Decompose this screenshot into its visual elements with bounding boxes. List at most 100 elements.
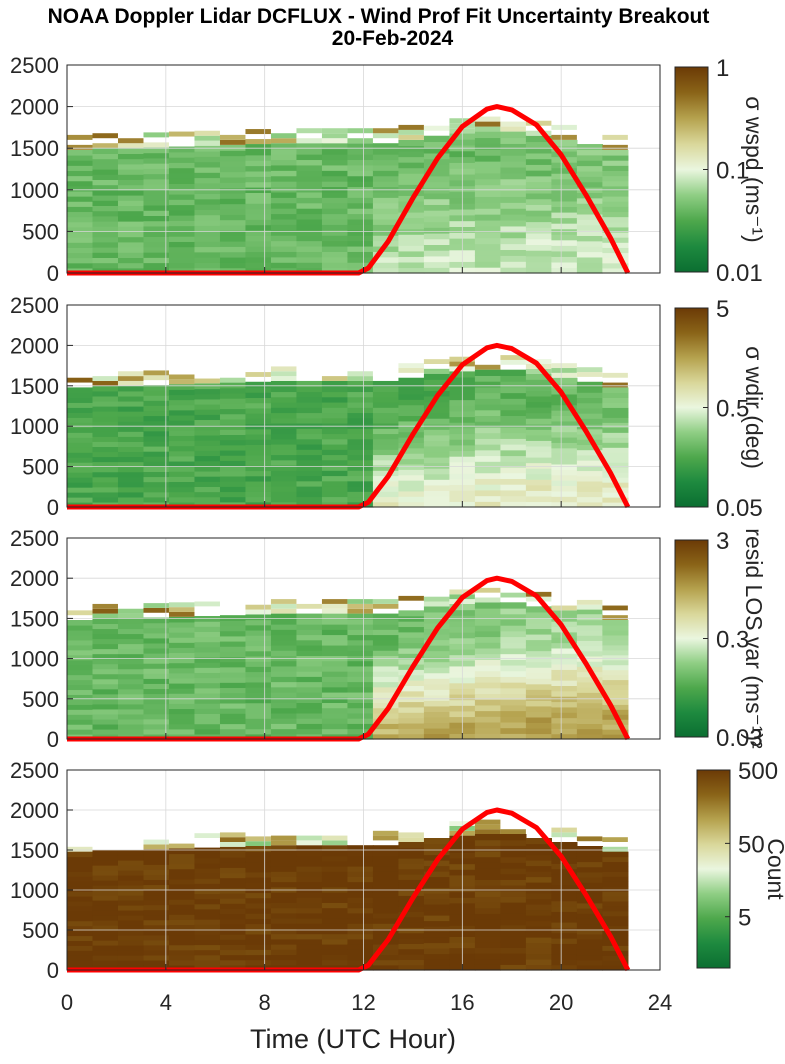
heatmap-cell	[143, 894, 170, 901]
heatmap-cell	[525, 931, 552, 938]
heatmap-cell	[117, 890, 145, 896]
heatmap-cell	[551, 868, 578, 875]
heatmap-cell	[92, 195, 119, 201]
heatmap-cell	[423, 423, 451, 430]
heatmap-cell	[270, 881, 298, 888]
heatmap-cell	[576, 154, 603, 161]
heatmap-fringe-cell	[347, 608, 373, 614]
heatmap-cell	[67, 649, 94, 656]
heatmap-fringe-cell	[245, 129, 271, 135]
heatmap-cell	[92, 231, 119, 238]
heatmap-fringe-cell	[117, 143, 144, 149]
heatmap-cell	[525, 606, 552, 613]
heatmap-cell	[321, 639, 349, 646]
heatmap-cell	[500, 856, 527, 863]
heatmap-fringe-cell	[143, 375, 169, 381]
heatmap-cell	[296, 691, 323, 698]
heatmap-cell	[92, 688, 119, 695]
heatmap-cell	[474, 924, 501, 931]
heatmap-cell	[92, 855, 119, 861]
heatmap-cell	[474, 716, 501, 723]
heatmap-cell	[398, 173, 425, 180]
heatmap-cell	[525, 261, 552, 268]
heatmap-fringe-cell	[398, 129, 424, 135]
heatmap-cell	[270, 918, 298, 924]
heatmap-cell	[500, 710, 527, 717]
heatmap-cell	[474, 907, 501, 914]
heatmap-cell	[117, 252, 145, 258]
heatmap-cell	[92, 471, 119, 478]
heatmap-cell	[321, 391, 349, 398]
heatmap-cell	[474, 704, 501, 712]
heatmap-fringe-cell	[168, 379, 195, 385]
heatmap-cell	[194, 847, 221, 854]
heatmap-cell	[117, 421, 145, 427]
heatmap-cell	[117, 920, 145, 926]
heatmap-cell	[143, 476, 170, 483]
heatmap-cell	[270, 938, 298, 945]
heatmap-cell	[194, 388, 221, 395]
heatmap-cell	[219, 398, 247, 404]
heatmap-cell	[500, 208, 527, 215]
heatmap-cell	[500, 495, 527, 502]
heatmap-cell	[372, 181, 400, 188]
heatmap-cell	[194, 868, 221, 874]
heatmap-cell	[423, 407, 451, 414]
heatmap-cell	[219, 959, 247, 966]
heatmap-cell	[576, 176, 603, 183]
heatmap-cell	[296, 154, 323, 161]
heatmap-cell	[347, 944, 374, 950]
heatmap-cell	[602, 876, 629, 882]
heatmap-cell	[398, 150, 425, 158]
heatmap-cell	[143, 647, 170, 654]
heatmap-cell	[602, 267, 629, 274]
heatmap-cell	[525, 267, 552, 274]
heatmap-cell	[143, 231, 170, 237]
heatmap-fringe-cell	[372, 599, 399, 604]
heatmap-cell	[423, 915, 451, 922]
heatmap-cell	[474, 415, 501, 422]
heatmap-cell	[423, 639, 451, 646]
heatmap-cell	[67, 684, 94, 691]
heatmap-cell	[194, 450, 221, 457]
heatmap-cell	[398, 954, 425, 960]
heatmap-cell	[423, 904, 451, 911]
heatmap-cell	[500, 930, 527, 937]
heatmap-cell	[117, 231, 145, 238]
heatmap-cell	[219, 434, 247, 441]
y-tick-label: 1000	[10, 414, 59, 439]
heatmap-cell	[143, 440, 170, 447]
colorbar-tick-label: 0.1	[716, 158, 749, 185]
heatmap-cell	[500, 184, 527, 192]
heatmap-cell	[296, 697, 323, 704]
heatmap-fringe-cell	[576, 609, 603, 615]
heatmap-fringe-cell	[474, 126, 501, 132]
heatmap-cell	[525, 457, 552, 464]
heatmap-cell	[347, 629, 374, 636]
heatmap-cell	[602, 149, 629, 156]
heatmap-cell	[372, 860, 400, 867]
heatmap-cell	[576, 846, 603, 852]
heatmap-cell	[525, 141, 552, 148]
heatmap-cell	[67, 689, 94, 695]
heatmap-cell	[321, 681, 349, 688]
heatmap-cell	[525, 198, 552, 205]
heatmap-cell	[194, 852, 221, 859]
heatmap-cell	[474, 472, 501, 479]
heatmap-cell	[423, 468, 451, 475]
heatmap-cell	[551, 884, 578, 891]
heatmap-cell	[551, 685, 578, 692]
colorbar-gradient	[674, 539, 709, 738]
heatmap-cell	[117, 693, 145, 700]
heatmap-cell	[92, 628, 119, 635]
heatmap-cell	[117, 855, 145, 861]
heatmap-cell	[245, 460, 272, 466]
heatmap-cell	[270, 712, 298, 719]
heatmap-cell	[602, 160, 629, 166]
heatmap-cell	[92, 850, 119, 856]
heatmap-cell	[576, 640, 603, 647]
heatmap-fringe-cell	[194, 130, 220, 136]
heatmap-cell	[270, 860, 298, 867]
heatmap-cell	[372, 702, 400, 709]
heatmap-cell	[500, 664, 527, 672]
